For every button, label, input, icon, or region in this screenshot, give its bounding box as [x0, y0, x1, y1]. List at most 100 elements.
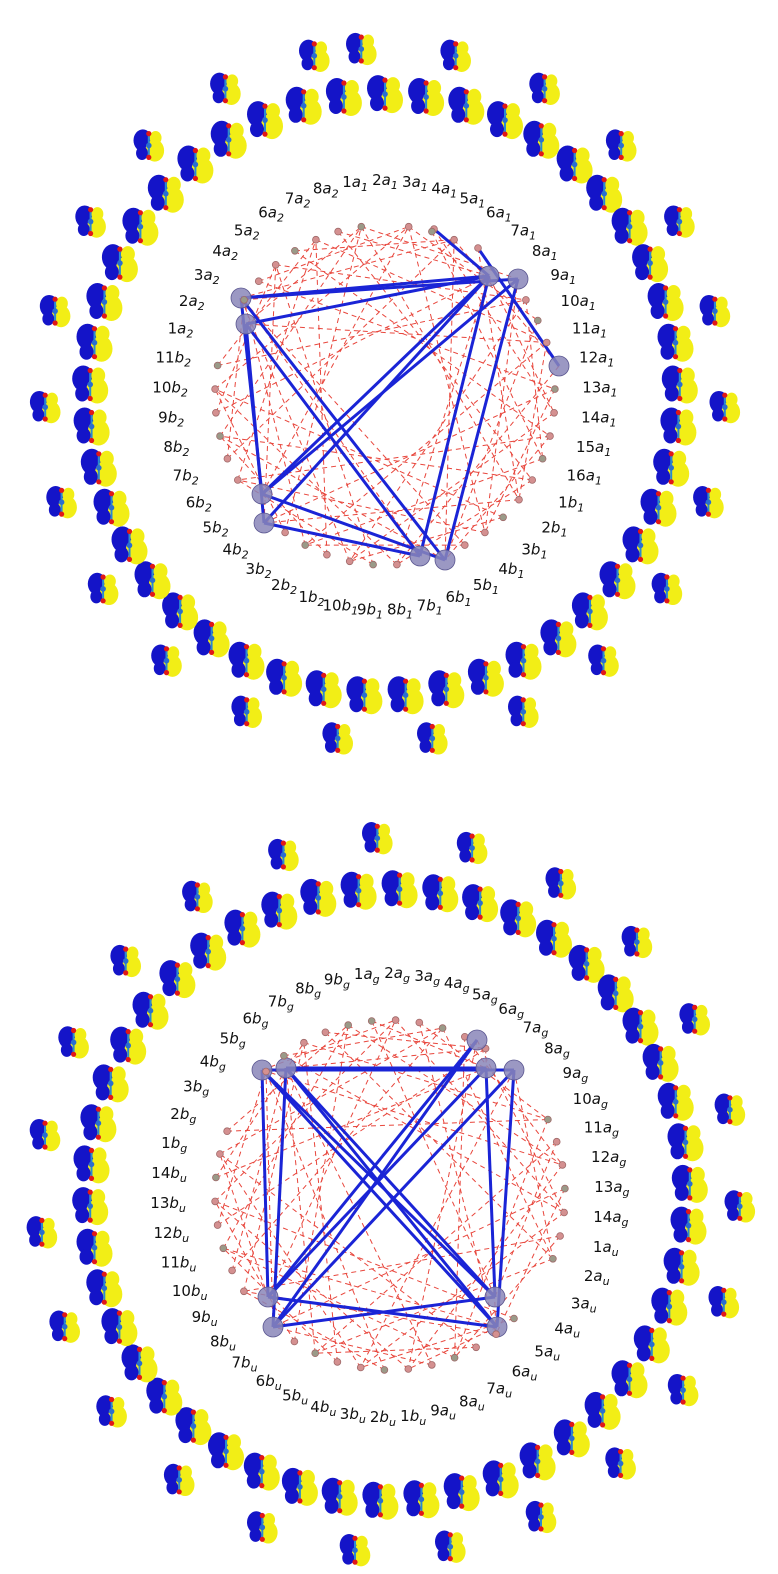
- oxygen-atom: [602, 205, 607, 210]
- negative-lobe: [289, 107, 303, 123]
- orbital-node: [550, 1255, 557, 1262]
- positive-lobe: [93, 410, 107, 426]
- orbital-isosurface: [362, 822, 393, 854]
- positive-lobe: [651, 246, 665, 262]
- negative-lobe: [180, 166, 194, 182]
- carbon-atom: [117, 260, 123, 266]
- oxygen-atom: [209, 622, 214, 627]
- orbital-isosurface: [664, 205, 695, 237]
- positive-lobe: [226, 74, 238, 88]
- orbital-node: [410, 546, 430, 566]
- oxygen-atom: [676, 410, 681, 415]
- orbital-node: [224, 455, 231, 462]
- oxygen-atom: [677, 368, 682, 373]
- oxygen-atom: [627, 1363, 632, 1368]
- positive-lobe: [165, 1380, 179, 1396]
- positive-lobe: [463, 1475, 477, 1491]
- oxygen-atom: [478, 887, 483, 892]
- orbital-label: 5b2: [203, 518, 229, 539]
- negative-lobe: [644, 509, 658, 525]
- positive-lobe: [555, 922, 569, 938]
- carbon-atom: [692, 1017, 698, 1023]
- negative-lobe: [77, 1165, 91, 1181]
- orbital-isosurface: [725, 1190, 756, 1222]
- negative-lobe: [29, 1233, 41, 1247]
- negative-lobe: [654, 590, 666, 604]
- negative-lobe: [193, 953, 207, 969]
- orbital-isosurface: [623, 526, 659, 564]
- oxygen-atom: [88, 1190, 93, 1195]
- oxygen-atom: [53, 297, 58, 302]
- oxygen-atom: [337, 1480, 342, 1485]
- negative-lobe: [682, 1020, 694, 1034]
- orbital-isosurface: [208, 1432, 244, 1470]
- oxygen-atom: [335, 748, 340, 753]
- oxygen-atom: [127, 557, 132, 562]
- oxygen-atom: [686, 1237, 691, 1242]
- oxygen-atom: [88, 207, 93, 212]
- weak-link: [244, 1236, 560, 1291]
- orbital-node: [241, 1288, 248, 1295]
- positive-lobe: [121, 246, 135, 262]
- orbital-isosurface: [30, 391, 61, 423]
- negative-lobe: [588, 1412, 602, 1428]
- orbital-isosurface: [58, 1026, 89, 1058]
- negative-lobe: [83, 1124, 97, 1140]
- negative-lobe: [406, 1500, 420, 1516]
- carbon-atom: [687, 1181, 693, 1187]
- negative-lobe: [329, 98, 343, 114]
- positive-lobe: [227, 1434, 241, 1450]
- negative-lobe: [309, 690, 323, 706]
- oxygen-atom: [627, 210, 632, 215]
- positive-lobe: [243, 912, 257, 928]
- orbital-node: [439, 1025, 446, 1032]
- oxygen-atom: [587, 623, 592, 628]
- oxygen-atom: [683, 1126, 688, 1131]
- carbon-atom: [191, 1423, 197, 1429]
- carbon-atom: [281, 852, 287, 858]
- negative-lobe: [61, 1043, 73, 1057]
- orbital-isosurface: [27, 1216, 58, 1248]
- carbon-atom: [483, 675, 489, 681]
- carbon-atom: [382, 91, 388, 97]
- orbital-isosurface: [557, 146, 593, 184]
- positive-lobe: [341, 1480, 355, 1496]
- positive-lobe: [167, 646, 179, 660]
- orbital-isosurface: [164, 1464, 195, 1496]
- positive-lobe: [457, 41, 469, 55]
- negative-lobe: [543, 639, 557, 655]
- carbon-atom: [277, 908, 283, 914]
- carbon-atom: [96, 465, 102, 471]
- oxygen-atom: [321, 673, 326, 678]
- oxygen-atom: [498, 1463, 503, 1468]
- orbital-isosurface: [300, 879, 336, 917]
- positive-lobe: [325, 672, 339, 688]
- oxygen-atom: [195, 906, 200, 911]
- carbon-atom: [195, 894, 201, 900]
- positive-lobe: [56, 297, 68, 311]
- carbon-atom: [403, 692, 409, 698]
- positive-lobe: [105, 285, 119, 301]
- carbon-atom: [71, 1040, 77, 1046]
- carbon-atom: [109, 505, 115, 511]
- positive-lobe: [588, 947, 602, 963]
- oxygen-atom: [43, 393, 48, 398]
- orbital-label: 2a2: [179, 292, 205, 313]
- orbital-label: 13a1: [582, 379, 617, 400]
- negative-lobe: [162, 980, 176, 996]
- oxygen-atom: [613, 977, 618, 982]
- carbon-atom: [117, 1324, 123, 1330]
- weak-link: [223, 1248, 454, 1357]
- oxygen-atom: [162, 1408, 167, 1413]
- orbital-node: [358, 223, 365, 230]
- positive-lobe: [263, 1513, 275, 1527]
- negative-lobe: [185, 898, 197, 912]
- carbon-atom: [175, 976, 181, 982]
- oxygen-atom: [88, 396, 93, 401]
- orbital-isosurface: [700, 295, 731, 327]
- carbon-atom: [477, 900, 483, 906]
- carbon-atom: [721, 1299, 727, 1305]
- negative-lobe: [615, 1380, 629, 1396]
- oxygen-atom: [556, 622, 561, 627]
- orbital-label: 1ag: [354, 965, 380, 986]
